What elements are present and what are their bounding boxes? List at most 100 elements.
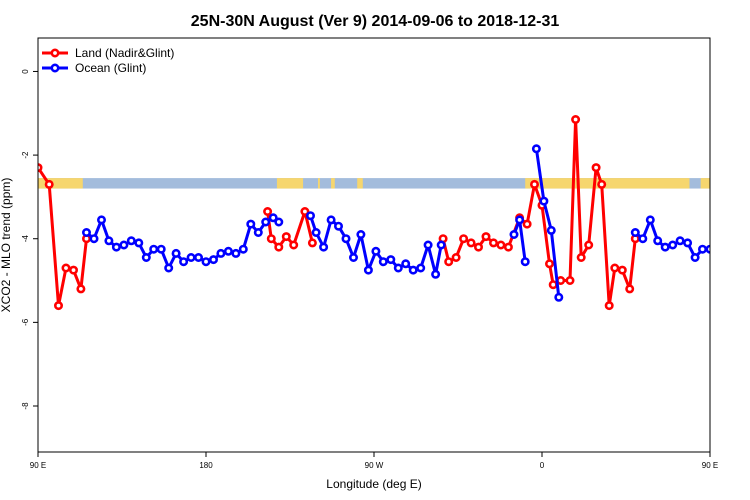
legend: Land (Nadir&Glint)Ocean (Glint): [42, 46, 174, 75]
data-point: [625, 284, 635, 294]
data-point: [61, 263, 71, 273]
x-tick-label: 90 E: [702, 461, 718, 470]
data-point: [341, 234, 351, 244]
data-point: [104, 236, 114, 246]
data-point: [186, 253, 196, 263]
data-point: [378, 257, 388, 267]
data-point: [209, 255, 219, 265]
data-point: [82, 228, 92, 238]
data-point: [690, 253, 700, 263]
data-point: [134, 238, 144, 248]
data-point: [356, 230, 366, 240]
data-point: [571, 115, 581, 125]
data-point: [520, 257, 530, 267]
x-tick-label: 90 E: [30, 461, 46, 470]
data-point: [466, 238, 476, 248]
data-point: [171, 248, 181, 258]
data-point: [584, 240, 594, 250]
data-point: [675, 236, 685, 246]
land-band-segment: [357, 178, 363, 189]
data-point: [289, 240, 299, 250]
land-band-segment: [276, 178, 304, 189]
land-band-segment: [331, 178, 335, 189]
data-point: [408, 265, 418, 275]
data-point: [307, 238, 317, 248]
data-point: [371, 246, 381, 256]
y-tick-label: -2: [21, 151, 30, 159]
data-point: [544, 259, 554, 269]
data-point: [401, 259, 411, 269]
data-point: [89, 234, 99, 244]
y-tick-label: -8: [21, 402, 30, 410]
data-point: [201, 257, 211, 267]
data-point: [319, 242, 329, 252]
data-point: [156, 244, 166, 254]
data-point: [149, 244, 159, 254]
data-point: [348, 253, 358, 263]
data-point: [503, 242, 513, 252]
data-point: [604, 301, 614, 311]
x-tick-label: 180: [199, 461, 213, 470]
x-axis-label: Longitude (deg E): [326, 477, 421, 491]
data-point: [44, 179, 54, 189]
data-point: [281, 232, 291, 242]
data-point: [246, 219, 256, 229]
data-point: [393, 263, 403, 273]
data-point: [253, 228, 263, 238]
series-line-ocean: [534, 148, 561, 298]
data-point: [496, 240, 506, 250]
data-point: [305, 211, 315, 221]
data-point: [473, 242, 483, 252]
data-point: [179, 257, 189, 267]
data-point: [223, 246, 233, 256]
data-point: [617, 265, 627, 275]
legend-swatch-marker: [50, 63, 60, 73]
data-point: [539, 196, 549, 206]
series-layer: [38, 115, 720, 311]
data-point: [266, 234, 276, 244]
data-point: [261, 217, 271, 227]
data-point: [69, 265, 79, 275]
y-tick-label: 0: [21, 69, 30, 74]
chart-title: 25N-30N August (Ver 9) 2014-09-06 to 201…: [191, 13, 560, 30]
data-point: [591, 163, 601, 173]
data-point: [268, 213, 278, 223]
data-point: [164, 263, 174, 273]
data-point: [683, 238, 693, 248]
data-point: [531, 144, 541, 154]
data-point: [714, 265, 720, 271]
data-point: [363, 265, 373, 275]
y-axis: 0 -2 -4 -6 -8: [21, 69, 38, 410]
data-point: [459, 234, 469, 244]
data-point: [645, 215, 655, 225]
data-point: [660, 242, 670, 252]
land-band-segment: [38, 178, 83, 189]
data-point: [610, 263, 620, 273]
data-point: [126, 236, 136, 246]
data-point: [216, 248, 226, 258]
ocean-band: [38, 178, 710, 189]
legend-entry-label: Land (Nadir&Glint): [75, 46, 174, 60]
data-point: [668, 240, 678, 250]
data-point: [386, 255, 396, 265]
data-point: [529, 179, 539, 189]
data-point: [274, 217, 284, 227]
data-point: [97, 215, 107, 225]
data-point: [111, 242, 121, 252]
data-point: [546, 225, 556, 235]
data-point: [231, 248, 241, 258]
data-point: [630, 228, 640, 238]
data-point: [263, 207, 273, 217]
data-point: [554, 292, 564, 302]
data-point: [548, 280, 558, 290]
data-point: [653, 236, 663, 246]
data-point: [488, 238, 498, 248]
data-point: [300, 207, 310, 217]
land-band-segment: [318, 178, 320, 189]
data-point: [53, 301, 63, 311]
data-point: [76, 284, 86, 294]
y-tick-label: -4: [21, 235, 30, 243]
legend-entry-label: Ocean (Glint): [75, 61, 146, 75]
data-point: [326, 215, 336, 225]
x-tick-label: 0: [540, 461, 545, 470]
